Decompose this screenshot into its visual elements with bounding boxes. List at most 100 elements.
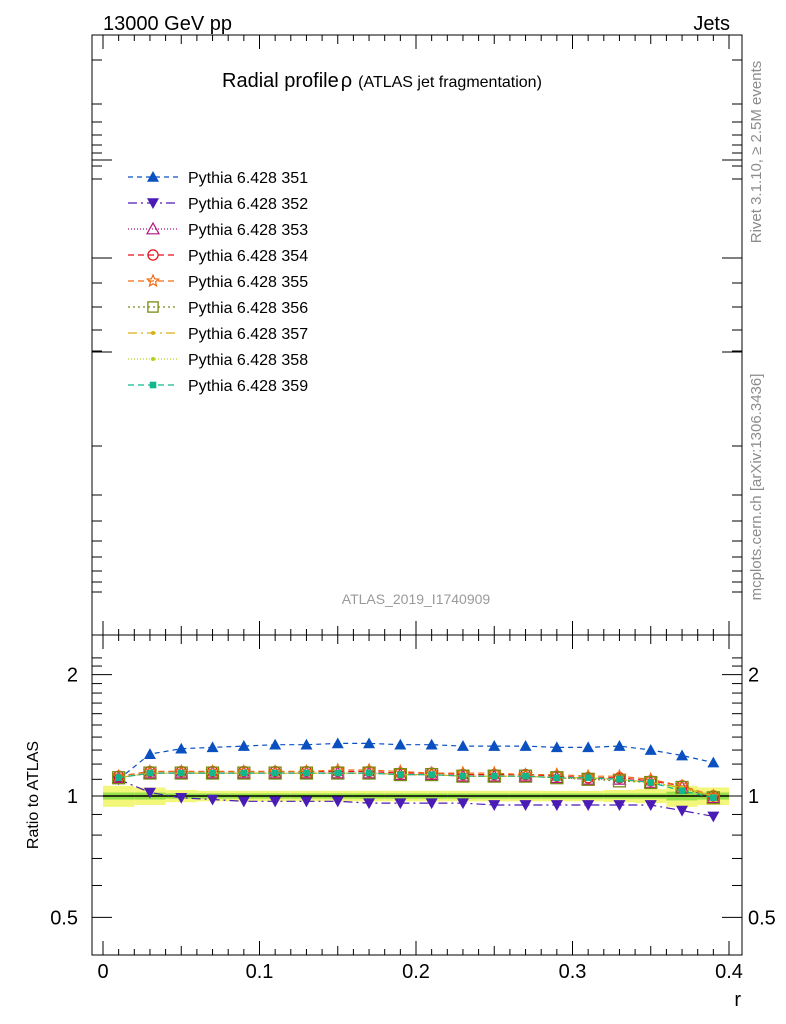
legend-item-9: Pythia 6.428 359	[128, 378, 308, 395]
series-marker	[147, 249, 159, 261]
series-marker	[582, 800, 595, 811]
legend-label: Pythia 6.428 351	[188, 170, 308, 187]
series-marker	[394, 767, 407, 779]
series-marker	[550, 800, 563, 811]
series-marker	[428, 771, 435, 778]
series-marker	[613, 800, 626, 811]
plot-title-symbol: ρ	[341, 70, 352, 92]
series-marker	[300, 738, 313, 750]
x-tick-label: 0.2	[402, 961, 430, 983]
series-marker	[147, 198, 159, 209]
series-marker	[143, 787, 156, 799]
legend-item-5: Pythia 6.428 355	[128, 273, 308, 291]
series-marker	[707, 811, 720, 823]
series-marker	[644, 800, 657, 811]
series-marker	[425, 798, 438, 810]
series-marker	[206, 794, 219, 806]
series-marker	[488, 800, 501, 811]
main-panel-ticks	[92, 35, 742, 635]
legend-label: Pythia 6.428 354	[188, 248, 308, 265]
series-marker	[332, 765, 344, 778]
process-header: Jets	[693, 13, 730, 35]
series-marker	[143, 748, 156, 759]
series-marker	[644, 775, 658, 790]
ratio-y-tick-label: 0.5	[50, 907, 78, 929]
series-marker	[457, 768, 469, 781]
ratio-series-9	[115, 769, 717, 802]
x-tick-label: 0.1	[246, 961, 274, 983]
series-marker	[519, 800, 532, 811]
energy-header: 13000 GeV pp	[103, 13, 232, 35]
series-marker	[149, 381, 157, 389]
series-marker	[363, 765, 375, 778]
series-marker	[676, 749, 689, 761]
series-marker	[269, 738, 282, 750]
series-marker	[147, 301, 159, 313]
series-marker	[145, 221, 161, 235]
ratio-series-1	[112, 737, 720, 785]
series-marker	[303, 769, 310, 777]
series-marker	[706, 791, 720, 805]
series-marker	[459, 772, 467, 780]
legend: Pythia 6.428 351 Pythia 6.428 352 Pythia 6…	[128, 170, 308, 395]
ratio-y-tick-label: 2	[67, 665, 78, 687]
series-marker	[363, 798, 376, 810]
series-marker	[146, 769, 154, 777]
rivet-label: Rivet 3.1.10, ≥ 2.5M events	[748, 61, 765, 244]
series-marker	[647, 779, 655, 786]
series-marker	[240, 769, 248, 777]
x-tick-label: 0.4	[715, 961, 743, 983]
series-marker	[175, 792, 188, 804]
series-marker	[645, 775, 657, 787]
series-marker	[488, 740, 501, 751]
series-marker	[237, 740, 250, 751]
mcplots-label: mcplots.cern.ch [arXiv:1306.3436]	[748, 374, 765, 601]
series-marker	[174, 766, 188, 780]
series-line	[118, 772, 714, 799]
ratio-series-group	[111, 737, 721, 823]
legend-item-1: Pythia 6.428 351	[128, 170, 308, 187]
legend-item-8: Pythia 6.428 358	[128, 352, 308, 369]
series-marker	[519, 740, 532, 751]
series-marker	[710, 794, 717, 802]
legend-item-6: Pythia 6.428 356	[128, 300, 308, 317]
series-marker	[151, 331, 155, 335]
legend-item-3: Pythia 6.428 353	[128, 221, 308, 239]
series-marker	[613, 772, 626, 784]
plot-title-main: Radial profile	[222, 70, 339, 92]
ratio-y-tick-label: 1	[67, 786, 78, 808]
series-marker	[209, 769, 216, 777]
series-marker	[147, 171, 159, 182]
series-marker	[678, 787, 686, 795]
series-marker	[365, 769, 373, 777]
series-marker	[331, 796, 344, 808]
y-axis-label: Ratio to ATLAS	[25, 741, 42, 849]
analysis-watermark: ATLAS_2019_I1740909	[342, 591, 491, 607]
series-marker	[676, 805, 689, 817]
x-tick-label: 0	[97, 961, 108, 983]
legend-label: Pythia 6.428 358	[188, 352, 308, 369]
series-marker	[394, 738, 407, 750]
series-marker	[582, 741, 595, 753]
ratio-series-2	[112, 774, 720, 823]
legend-item-2: Pythia 6.428 352	[128, 196, 308, 213]
series-marker	[490, 772, 498, 780]
series-marker	[550, 741, 563, 753]
series-marker	[612, 774, 627, 788]
series-line	[118, 772, 714, 799]
legend-label: Pythia 6.428 359	[188, 378, 308, 395]
x-tick-label: 0.3	[559, 961, 587, 983]
series-marker	[271, 769, 279, 777]
legend-label: Pythia 6.428 353	[188, 222, 308, 239]
series-marker	[425, 738, 438, 750]
legend-label: Pythia 6.428 357	[188, 326, 308, 343]
series-marker	[613, 740, 626, 751]
series-marker	[115, 774, 122, 782]
series-marker	[143, 766, 157, 780]
legend-item-7: Pythia 6.428 357	[128, 326, 308, 343]
series-marker	[616, 776, 623, 783]
legend-label: Pythia 6.428 356	[188, 300, 308, 317]
ratio-panel-frame	[91, 634, 743, 956]
legend-item-4: Pythia 6.428 354	[128, 248, 308, 265]
